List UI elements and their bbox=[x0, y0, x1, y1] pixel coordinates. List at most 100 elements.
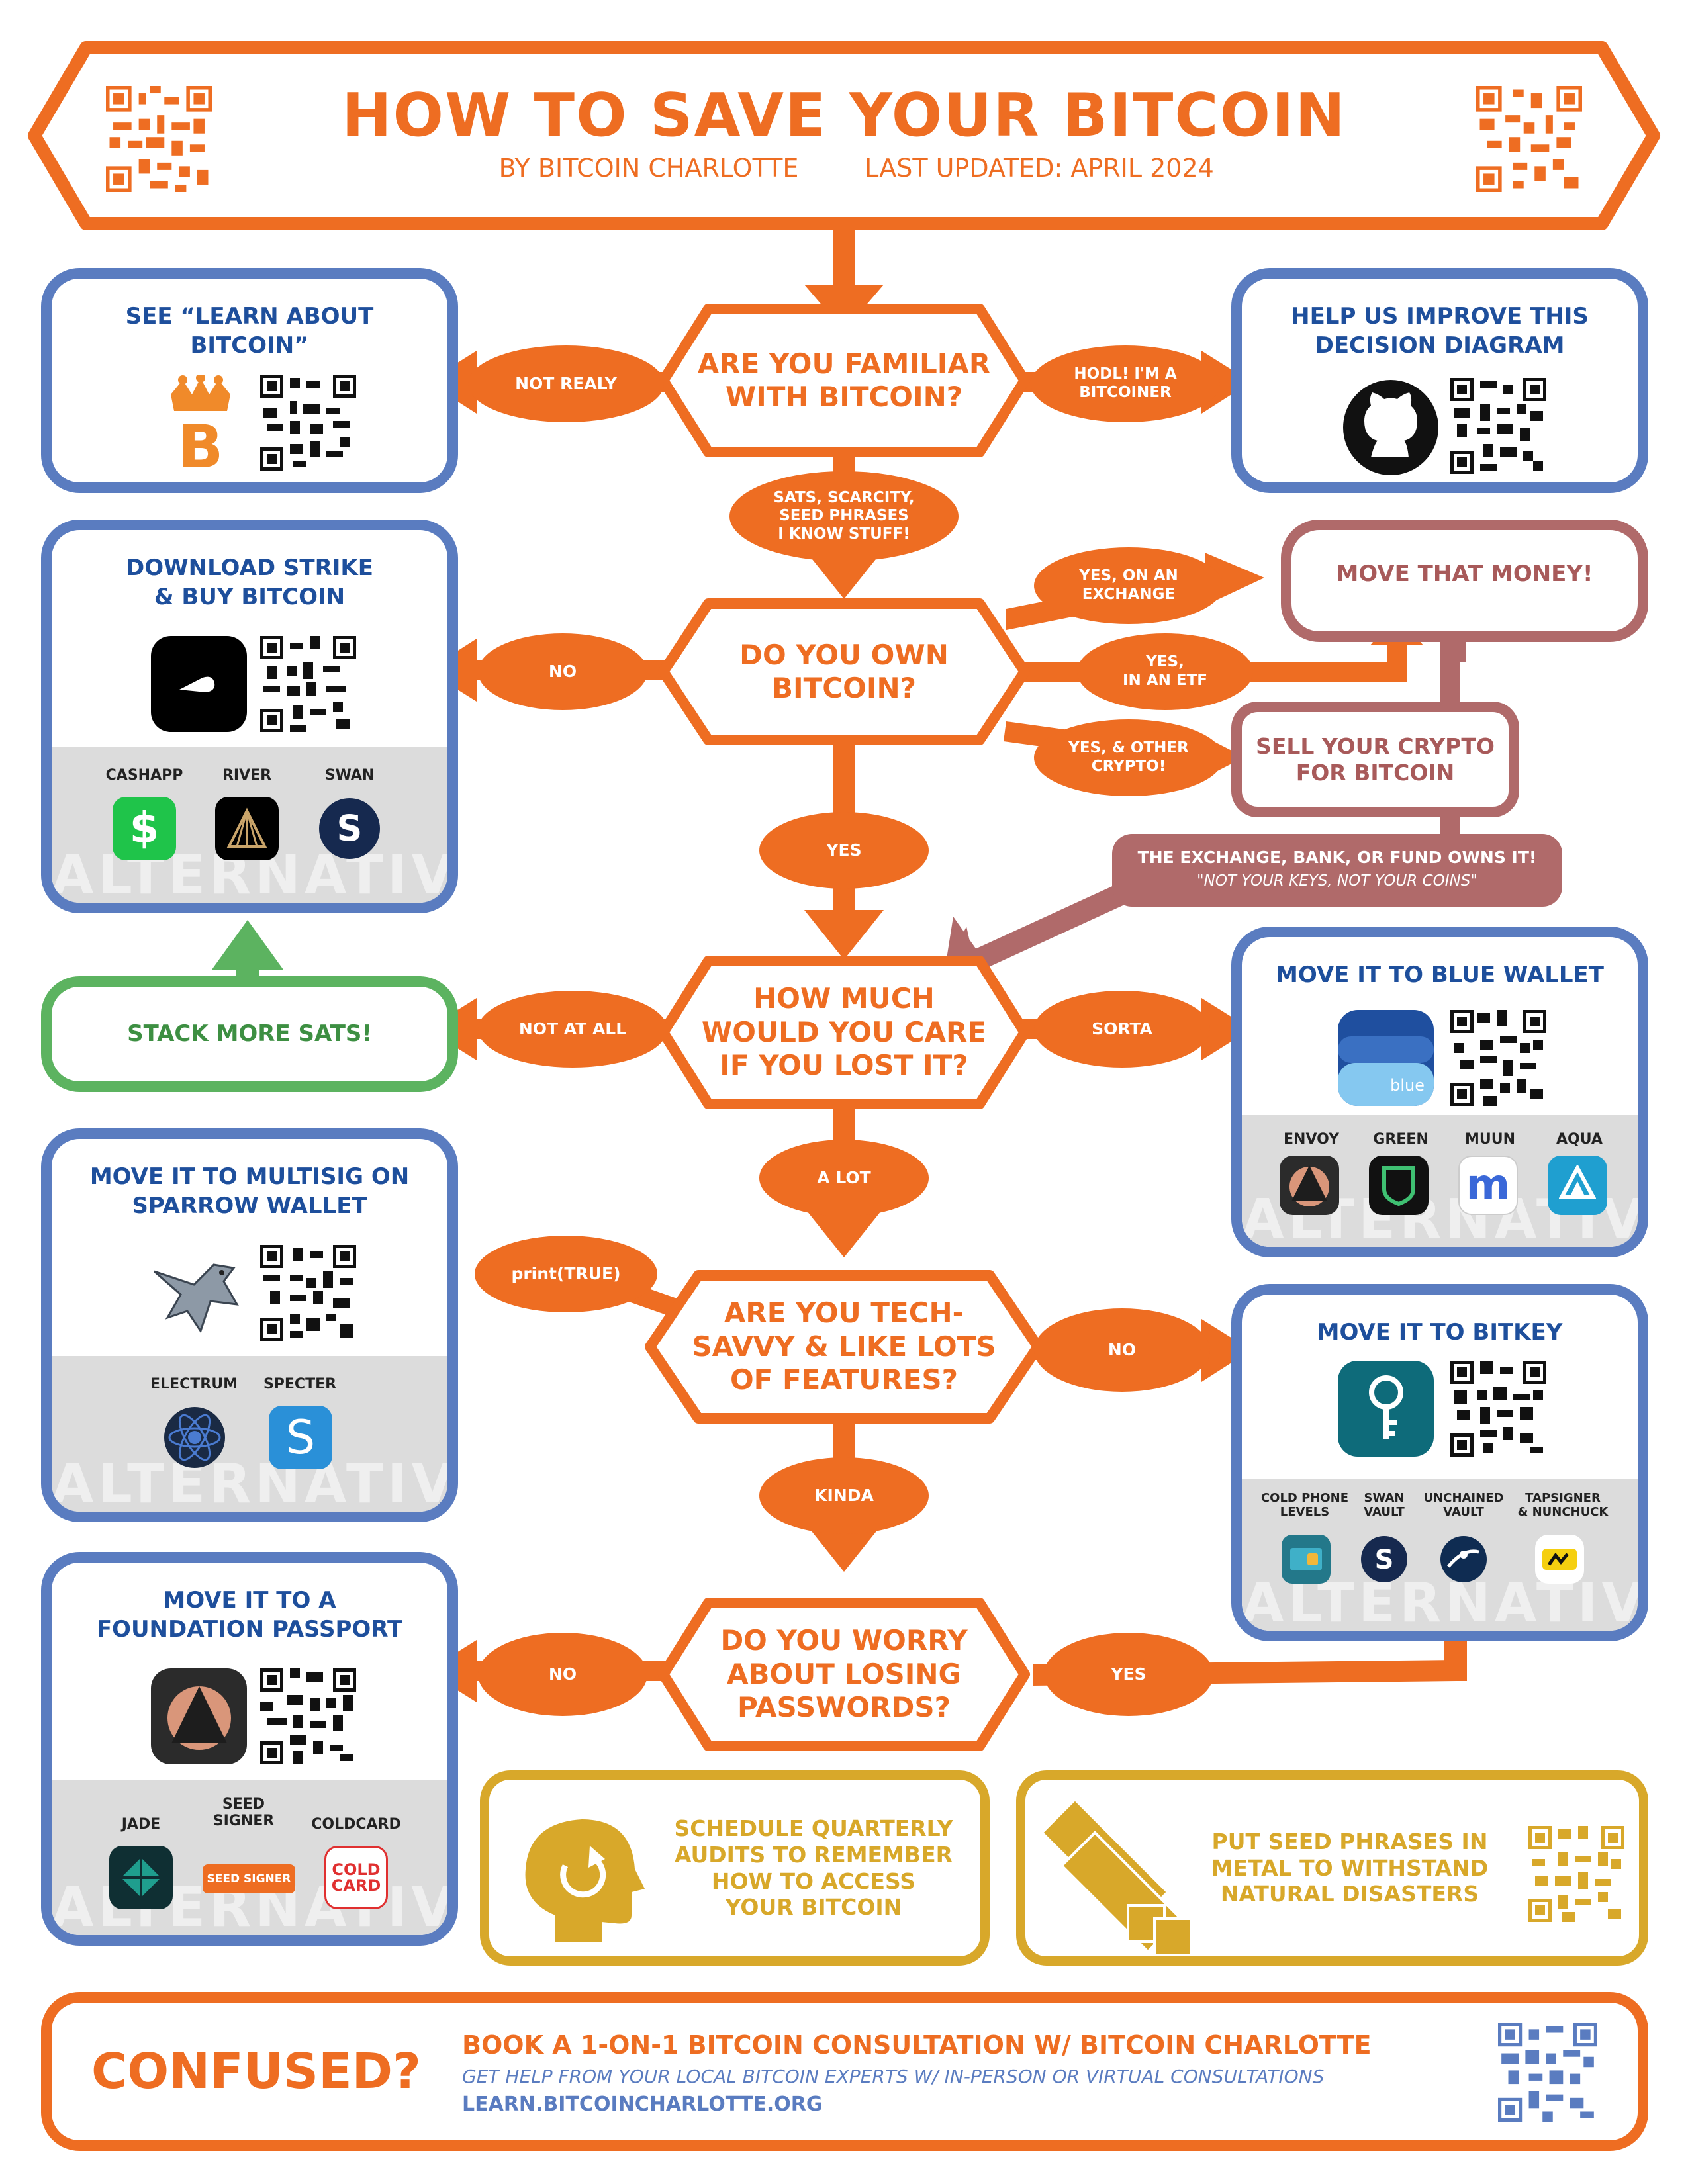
footer-confused: CONFUSED? bbox=[91, 2042, 421, 2100]
answer-kinda-oval bbox=[759, 1457, 929, 1534]
svg-text:S: S bbox=[337, 807, 363, 849]
alt-label-muun: MUUN bbox=[1464, 1131, 1516, 1148]
answer-no-own[interactable]: NO bbox=[548, 662, 577, 681]
github-icon[interactable] bbox=[1341, 378, 1440, 477]
answer-not-at-all[interactable]: NOT AT ALL bbox=[518, 1019, 627, 1038]
move-money-box[interactable]: MOVE THAT MONEY! bbox=[1281, 520, 1648, 642]
alt-label-green: GREEN bbox=[1373, 1131, 1429, 1148]
learn-qr-code-icon[interactable] bbox=[260, 375, 356, 471]
qr-code-right-icon[interactable] bbox=[1476, 86, 1582, 192]
learn-bitcoin-box[interactable]: SEE “LEARN ABOUT BITCOIN” B bbox=[41, 268, 458, 493]
question-passwords-hexagon bbox=[658, 1598, 1030, 1751]
footer-headline: BOOK A 1-ON-1 BITCOIN CONSULTATION W/ BI… bbox=[462, 2030, 1372, 2060]
answer-sorta[interactable]: SORTA bbox=[1092, 1019, 1152, 1038]
svg-text:B: B bbox=[178, 412, 224, 474]
answer-yes-etf-oval bbox=[1077, 633, 1253, 710]
answer-no-worry[interactable]: NO bbox=[548, 1664, 577, 1684]
answer-yes-worry[interactable]: YES bbox=[1111, 1664, 1147, 1684]
bitkey-box[interactable]: MOVE IT TO BITKEY ALTERNATIVES COLD PHON… bbox=[1231, 1284, 1648, 1641]
sell-crypto-box[interactable]: SELL YOUR CRYPTO FOR BITCOIN bbox=[1231, 702, 1519, 817]
aqua-icon[interactable] bbox=[1548, 1156, 1607, 1215]
coldcard-icon[interactable]: COLD CARD bbox=[324, 1846, 388, 1909]
svg-text:S: S bbox=[1375, 1545, 1394, 1575]
specter-icon[interactable]: S bbox=[269, 1406, 332, 1469]
answer-print-true-oval bbox=[475, 1236, 657, 1312]
blue-wallet-app-icon[interactable]: blue bbox=[1338, 1010, 1434, 1106]
footer-box[interactable]: CONFUSED? BOOK A 1-ON-1 BITCOIN CONSULTA… bbox=[41, 1992, 1648, 2151]
strike-qr-code-icon[interactable] bbox=[260, 636, 356, 732]
answer-sats[interactable]: SATS, SCARCITY, SEED PHRASES I KNOW STUF… bbox=[773, 488, 915, 543]
answer-yes-exchange[interactable]: YES, ON AN EXCHANGE bbox=[1079, 567, 1178, 603]
muun-icon[interactable]: m bbox=[1458, 1156, 1518, 1215]
learn-bitcoin-title: SEE “LEARN ABOUT BITCOIN” bbox=[125, 303, 374, 359]
answer-kinda[interactable]: KINDA bbox=[814, 1486, 874, 1505]
alt-label-coldcard: COLDCARD bbox=[311, 1816, 401, 1833]
cold-phone-icon[interactable] bbox=[1282, 1535, 1331, 1584]
answer-a-lot[interactable]: A LOT bbox=[817, 1168, 871, 1187]
sparrow-qr-code-icon[interactable] bbox=[260, 1245, 356, 1341]
alt-label-unchained: UNCHAINED VAULT bbox=[1423, 1491, 1504, 1519]
passport-qr-code-icon[interactable] bbox=[260, 1668, 356, 1764]
footer-url[interactable]: LEARN.BITCOINCHARLOTTE.ORG bbox=[462, 2093, 823, 2116]
audits-tip-box: SCHEDULE QUARTERLY AUDITS TO REMEMBER HO… bbox=[480, 1770, 990, 1966]
qr-code-left-icon[interactable] bbox=[106, 86, 212, 192]
seedsigner-logo[interactable]: SEED SIGNER bbox=[203, 1864, 295, 1893]
answer-no-tech[interactable]: NO bbox=[1107, 1340, 1137, 1359]
strike-box[interactable]: DOWNLOAD STRIKE & BUY BITCOIN ALTERNATIV… bbox=[41, 520, 458, 913]
alt-label-electrum: ELECTRUM bbox=[150, 1376, 238, 1392]
river-icon[interactable] bbox=[215, 797, 279, 860]
answer-no-own-oval bbox=[478, 633, 647, 710]
green-icon[interactable] bbox=[1369, 1156, 1429, 1215]
answer-yes-worry-oval bbox=[1044, 1633, 1213, 1716]
metal-qr-code-icon[interactable] bbox=[1528, 1826, 1624, 1922]
jade-icon[interactable] bbox=[109, 1846, 173, 1909]
passport-title: MOVE IT TO A FOUNDATION PASSPORT bbox=[96, 1587, 403, 1643]
question-own-hexagon bbox=[658, 598, 1030, 745]
swan-icon[interactable]: S bbox=[318, 797, 381, 860]
answer-not-realy-oval bbox=[468, 345, 664, 422]
answer-yes-own[interactable]: YES bbox=[826, 841, 862, 860]
passport-alternatives-panel: ALTERNATIVES JADE SEED SIGNER COLDCARD S… bbox=[52, 1780, 447, 1935]
strike-alternatives-panel: ALTERNATIVES CASHAPP RIVER SWAN $ S bbox=[52, 747, 447, 903]
blue-wallet-box[interactable]: MOVE IT TO BLUE WALLET blue ALTERNATIVES… bbox=[1231, 927, 1648, 1257]
github-qr-code-icon[interactable] bbox=[1450, 378, 1546, 474]
footer-qr-code-icon[interactable] bbox=[1498, 2023, 1597, 2122]
question-passwords: DO YOU WORRY ABOUT LOSING PASSWORDS? bbox=[720, 1624, 968, 1724]
answer-yes-etf[interactable]: YES, IN AN ETF bbox=[1123, 653, 1207, 689]
improve-box[interactable]: HELP US IMPROVE THIS DECISION DIAGRAM bbox=[1231, 268, 1648, 493]
tapsigner-icon[interactable] bbox=[1535, 1535, 1584, 1584]
bitkey-app-icon[interactable] bbox=[1338, 1361, 1434, 1457]
alt-label-envoy: ENVOY bbox=[1284, 1131, 1339, 1148]
bitkey-qr-code-icon[interactable] bbox=[1450, 1361, 1546, 1457]
electrum-icon[interactable] bbox=[163, 1406, 226, 1469]
answer-no-worry-oval bbox=[478, 1633, 647, 1716]
sparrow-box[interactable]: MOVE IT TO MULTISIG ON SPARROW WALLET AL… bbox=[41, 1128, 458, 1522]
answer-yes-crypto[interactable]: YES, & OTHER CRYPTO! bbox=[1068, 739, 1189, 775]
answer-hodl-oval bbox=[1031, 345, 1220, 422]
byline: BY BITCOIN CHARLOTTE bbox=[498, 154, 799, 183]
alt-label-cold-phone: COLD PHONE LEVELS bbox=[1260, 1491, 1349, 1519]
passport-app-icon[interactable] bbox=[151, 1668, 247, 1764]
answer-hodl[interactable]: HODL! I'M A BITCOINER bbox=[1074, 365, 1177, 401]
alt-label-swan-vault: SWAN VAULT bbox=[1364, 1491, 1405, 1519]
question-care: HOW MUCH WOULD YOU CARE IF YOU LOST IT? bbox=[701, 982, 987, 1082]
exchange-warning: THE EXCHANGE, BANK, OR FUND OWNS IT! bbox=[1137, 848, 1537, 867]
bitcoin-crown-logo-icon: B bbox=[171, 375, 230, 474]
alt-label-specter: SPECTER bbox=[263, 1376, 337, 1392]
swan-vault-icon[interactable]: S bbox=[1360, 1535, 1409, 1584]
sell-crypto-label: SELL YOUR CRYPTO FOR BITCOIN bbox=[1256, 733, 1495, 786]
passport-box[interactable]: MOVE IT TO A FOUNDATION PASSPORT ALTERNA… bbox=[41, 1552, 458, 1946]
strike-app-icon[interactable] bbox=[151, 636, 247, 732]
unchained-icon[interactable] bbox=[1439, 1535, 1488, 1584]
improve-title: HELP US IMPROVE THIS DECISION DIAGRAM bbox=[1291, 303, 1589, 359]
cashapp-icon[interactable]: $ bbox=[113, 797, 176, 860]
answer-yes-own-oval bbox=[759, 812, 929, 889]
alt-label-cashapp: CASHAPP bbox=[105, 767, 183, 784]
blue-wallet-qr-code-icon[interactable] bbox=[1450, 1010, 1546, 1106]
bitkey-title: MOVE IT TO BITKEY bbox=[1317, 1319, 1563, 1345]
answer-print-true[interactable]: print(TRUE) bbox=[511, 1264, 621, 1283]
stack-sats-box[interactable]: STACK MORE SATS! bbox=[41, 976, 458, 1092]
answer-not-realy[interactable]: NOT REALY bbox=[515, 374, 617, 393]
envoy-icon[interactable] bbox=[1280, 1156, 1339, 1215]
metal-beams-icon bbox=[1040, 1797, 1192, 1956]
